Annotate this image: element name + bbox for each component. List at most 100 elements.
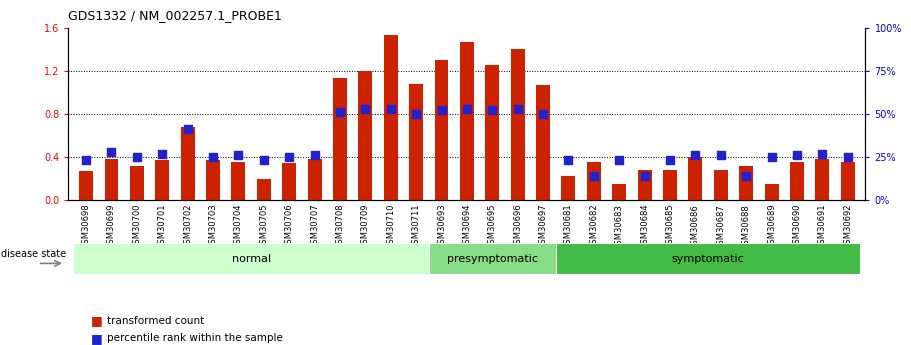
Text: normal: normal bbox=[231, 254, 271, 264]
Text: GSM30700: GSM30700 bbox=[132, 204, 141, 249]
Point bbox=[358, 106, 373, 111]
Text: GSM30709: GSM30709 bbox=[361, 204, 370, 249]
Text: GSM30698: GSM30698 bbox=[82, 204, 90, 249]
Text: GSM30695: GSM30695 bbox=[487, 204, 496, 249]
Bar bbox=[486, 65, 499, 200]
Text: GSM30682: GSM30682 bbox=[589, 204, 599, 249]
Bar bbox=[790, 162, 804, 200]
Point bbox=[662, 158, 677, 163]
Bar bbox=[74, 243, 429, 274]
Text: GSM30703: GSM30703 bbox=[209, 204, 218, 249]
Bar bbox=[815, 159, 829, 200]
Bar bbox=[384, 35, 398, 200]
Point bbox=[79, 158, 94, 163]
Point bbox=[739, 173, 753, 179]
Bar bbox=[130, 166, 144, 200]
Point bbox=[409, 111, 424, 117]
Text: GDS1332 / NM_002257.1_PROBE1: GDS1332 / NM_002257.1_PROBE1 bbox=[68, 9, 282, 22]
Bar bbox=[180, 127, 195, 200]
Point bbox=[688, 152, 702, 158]
Text: GSM30685: GSM30685 bbox=[665, 204, 674, 249]
Text: GSM30681: GSM30681 bbox=[564, 204, 573, 249]
Point bbox=[129, 154, 144, 160]
Bar bbox=[511, 49, 525, 200]
Text: GSM30704: GSM30704 bbox=[234, 204, 243, 249]
Point bbox=[435, 108, 449, 113]
Point bbox=[180, 127, 195, 132]
Text: GSM30688: GSM30688 bbox=[742, 204, 751, 249]
Text: GSM30708: GSM30708 bbox=[335, 204, 344, 249]
Text: GSM30699: GSM30699 bbox=[107, 204, 116, 249]
Bar bbox=[460, 42, 474, 200]
Point bbox=[281, 154, 296, 160]
Bar bbox=[561, 176, 576, 200]
Bar bbox=[587, 162, 600, 200]
Bar bbox=[105, 159, 118, 200]
Text: transformed count: transformed count bbox=[107, 316, 205, 326]
Point bbox=[257, 158, 271, 163]
Text: disease state: disease state bbox=[2, 249, 67, 259]
Bar bbox=[409, 84, 423, 200]
Point bbox=[840, 154, 855, 160]
Bar bbox=[333, 78, 347, 200]
Bar bbox=[841, 162, 855, 200]
Bar bbox=[663, 170, 677, 200]
Point bbox=[790, 152, 804, 158]
Text: GSM30689: GSM30689 bbox=[767, 204, 776, 249]
Text: GSM30691: GSM30691 bbox=[818, 204, 827, 249]
Bar bbox=[435, 60, 448, 200]
Point bbox=[764, 154, 779, 160]
Text: presymptomatic: presymptomatic bbox=[446, 254, 537, 264]
Point bbox=[510, 106, 525, 111]
Text: percentile rank within the sample: percentile rank within the sample bbox=[107, 333, 283, 343]
Point bbox=[307, 152, 322, 158]
Text: GSM30684: GSM30684 bbox=[640, 204, 650, 249]
Bar bbox=[155, 160, 169, 200]
Point bbox=[333, 109, 347, 115]
Point bbox=[536, 111, 550, 117]
Text: GSM30687: GSM30687 bbox=[716, 204, 725, 249]
Point bbox=[485, 108, 499, 113]
Bar bbox=[739, 166, 753, 200]
Text: GSM30702: GSM30702 bbox=[183, 204, 192, 249]
Bar bbox=[689, 157, 702, 200]
Text: GSM30696: GSM30696 bbox=[513, 204, 522, 249]
Bar bbox=[79, 171, 93, 200]
Bar bbox=[308, 159, 322, 200]
Bar bbox=[257, 179, 271, 200]
Bar bbox=[282, 164, 296, 200]
Text: ■: ■ bbox=[91, 314, 103, 327]
Point bbox=[612, 158, 627, 163]
Bar bbox=[429, 243, 556, 274]
Point bbox=[713, 152, 728, 158]
Bar bbox=[638, 170, 651, 200]
Text: GSM30692: GSM30692 bbox=[844, 204, 852, 249]
Text: GSM30705: GSM30705 bbox=[260, 204, 269, 249]
Bar bbox=[206, 160, 220, 200]
Bar bbox=[556, 243, 860, 274]
Text: GSM30706: GSM30706 bbox=[284, 204, 293, 249]
Text: GSM30693: GSM30693 bbox=[437, 204, 446, 249]
Text: GSM30701: GSM30701 bbox=[158, 204, 167, 249]
Point bbox=[459, 106, 474, 111]
Point bbox=[155, 151, 169, 156]
Bar bbox=[231, 162, 245, 200]
Point bbox=[561, 158, 576, 163]
Point bbox=[206, 154, 220, 160]
Point bbox=[384, 106, 398, 111]
Text: ■: ■ bbox=[91, 332, 103, 345]
Text: GSM30710: GSM30710 bbox=[386, 204, 395, 249]
Text: symptomatic: symptomatic bbox=[671, 254, 744, 264]
Text: GSM30690: GSM30690 bbox=[793, 204, 802, 249]
Text: GSM30694: GSM30694 bbox=[463, 204, 471, 249]
Point bbox=[231, 152, 246, 158]
Text: GSM30697: GSM30697 bbox=[538, 204, 548, 249]
Bar bbox=[612, 184, 626, 200]
Point bbox=[815, 151, 830, 156]
Bar bbox=[764, 184, 779, 200]
Text: GSM30683: GSM30683 bbox=[615, 204, 624, 249]
Text: GSM30711: GSM30711 bbox=[412, 204, 421, 249]
Point bbox=[587, 173, 601, 179]
Point bbox=[104, 149, 118, 155]
Text: GSM30686: GSM30686 bbox=[691, 204, 700, 249]
